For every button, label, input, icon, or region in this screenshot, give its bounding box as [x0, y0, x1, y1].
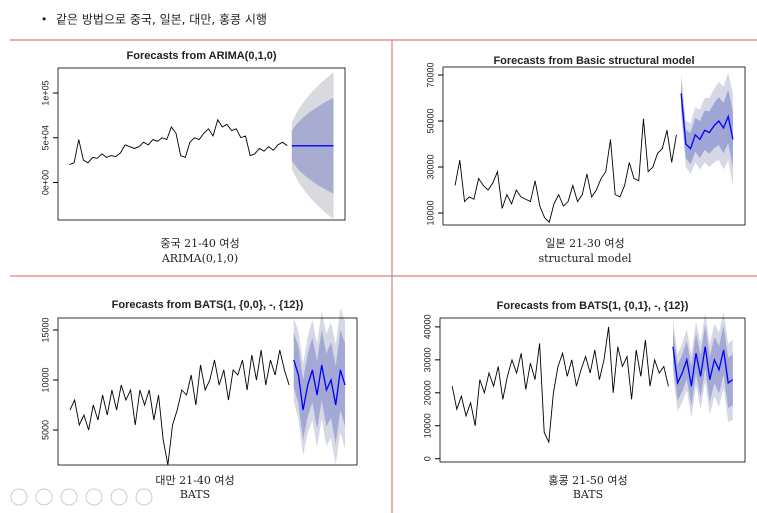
forecast-line: [293, 359, 346, 411]
y-tick-label: 40000: [422, 314, 432, 339]
y-tick-label: 30000: [422, 347, 432, 372]
y-tick-label: 70000: [425, 63, 435, 88]
plot-frame: [442, 66, 746, 226]
toolbar-button[interactable]: [110, 488, 128, 506]
caption: 대만 21-40 여성: [155, 474, 234, 487]
bullet-text: 같은 방법으로 중국, 일본, 대만, 홍콩 시행: [56, 12, 267, 27]
history-line: [69, 118, 288, 165]
toolbar-button[interactable]: [85, 488, 103, 506]
y-tick-label: 5000: [40, 420, 50, 440]
toolbar-button[interactable]: [10, 488, 28, 506]
forecast-line: [680, 93, 734, 150]
y-tick-label: 5e+04: [40, 125, 50, 150]
y-tick-label: 15000: [40, 317, 50, 342]
band-80: [681, 80, 733, 168]
toolbar-button[interactable]: [35, 488, 53, 506]
chart-title: Forecasts from BATS(1, {0,0}, -, {12}): [112, 299, 304, 311]
caption: BATS: [573, 488, 603, 501]
chart-title: Forecasts from BATS(1, {0,1}, -, {12}): [497, 300, 689, 312]
history-line: [69, 349, 290, 466]
y-tick-label: 30000: [425, 155, 435, 180]
y-tick-label: 20000: [422, 380, 432, 405]
caption: 홍콩 21-50 여성: [548, 473, 627, 487]
plot-frame: [57, 67, 346, 221]
y-tick-label: 10000: [425, 201, 435, 226]
toolbar-button[interactable]: [135, 488, 153, 506]
caption: structural model: [538, 252, 632, 265]
plot-frame: [439, 317, 746, 463]
plot-frame: [57, 317, 358, 466]
band-80: [293, 329, 346, 444]
caption: 일본 21-30 여성: [545, 236, 624, 250]
y-tick-label: 0e+00: [40, 170, 50, 195]
history-line: [451, 326, 669, 444]
caption: BATS: [180, 488, 210, 501]
toolbar-button[interactable]: [60, 488, 78, 506]
y-tick-label: 0: [422, 456, 432, 461]
forecast-line: [672, 346, 734, 387]
y-tick-label: 50000: [425, 109, 435, 134]
chart-title: Forecasts from Basic structural model: [493, 55, 694, 67]
band-80: [673, 324, 733, 408]
y-tick-label: 10000: [422, 413, 432, 438]
chart-title: Forecasts from ARIMA(0,1,0): [127, 50, 277, 62]
y-tick-label: 10000: [40, 367, 50, 392]
caption: ARIMA(0,1,0): [161, 252, 238, 265]
bullet-dot: •: [42, 12, 46, 26]
y-tick-label: 1e+05: [40, 80, 50, 105]
history-line: [454, 118, 677, 224]
toolbar: [10, 488, 153, 506]
caption: 중국 21-40 여성: [160, 237, 239, 250]
